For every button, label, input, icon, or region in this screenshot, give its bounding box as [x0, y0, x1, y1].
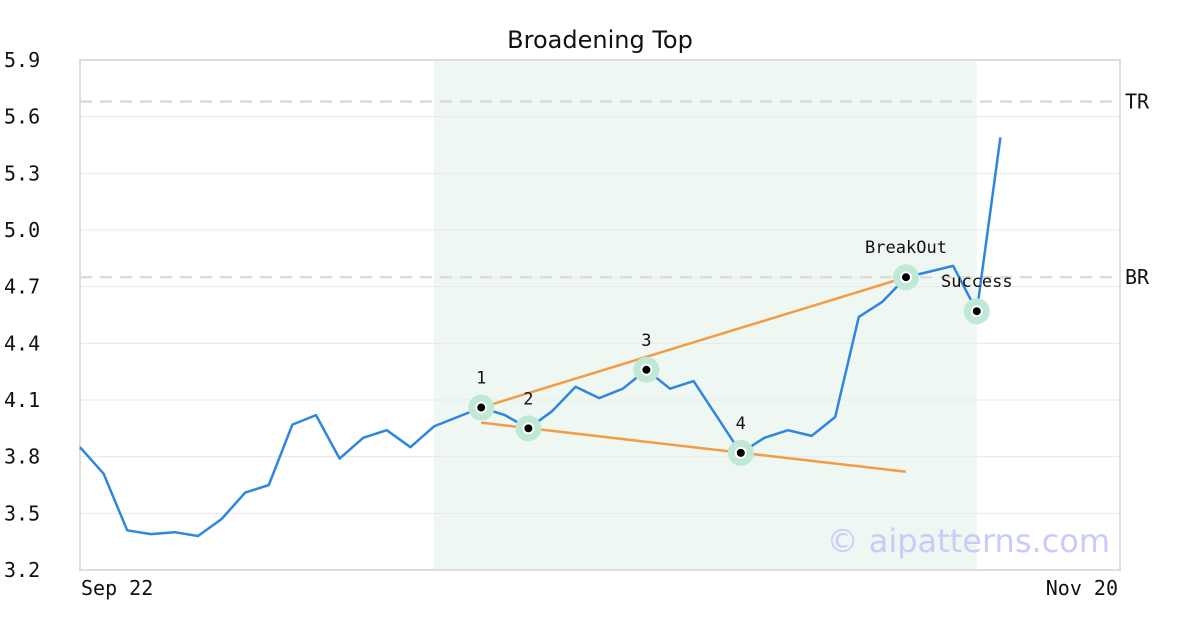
pattern-point [900, 271, 912, 284]
chart-title: Broadening Top [507, 26, 693, 54]
y-tick-label: 5.9 [4, 48, 40, 72]
plot-frame [79, 59, 1121, 571]
x-tick-label: Sep 22 [81, 576, 153, 600]
y-tick-label: 4.4 [4, 331, 40, 355]
pattern-point [475, 401, 488, 414]
trendline [480, 276, 907, 409]
y-tick-label: 5.3 [4, 161, 40, 185]
y-tick-label: 3.2 [4, 558, 40, 582]
y-tick-label: 5.0 [4, 218, 40, 242]
trendlines [480, 276, 907, 474]
pattern-point-label: 1 [476, 369, 486, 389]
pattern-point [970, 305, 983, 318]
pattern-point [734, 446, 747, 459]
x-tick-label: Nov 20 [1046, 576, 1118, 600]
y-tick-label: 3.5 [4, 501, 40, 525]
y-tick-label: 4.7 [4, 275, 40, 299]
level-label: BR [1125, 265, 1150, 289]
x-axis-ticks: Sep 22 Nov 20 [81, 576, 1118, 600]
level-label: TR [1125, 90, 1150, 114]
annotations: 1 2 3 4 BreakOut Success [468, 238, 1013, 466]
highlight-region [434, 60, 977, 570]
y-tick-label: 3.8 [4, 445, 40, 469]
pattern-point [522, 422, 535, 435]
levels: TR BR [80, 90, 1150, 289]
pattern-point [640, 363, 653, 376]
pattern-point-label: 4 [736, 414, 746, 434]
trendline [481, 421, 907, 474]
pattern-point-label: BreakOut [865, 238, 947, 258]
pattern-point-label: Success [941, 272, 1013, 292]
watermark: © aipatterns.com [827, 522, 1110, 560]
pattern-point-label: 2 [523, 389, 533, 409]
y-axis-ticks: 3.2 3.5 3.8 4.1 4.4 4.7 5.0 5.3 5.6 5.9 [4, 48, 40, 582]
y-tick-label: 5.6 [4, 105, 40, 129]
price-line [79, 137, 1002, 538]
y-tick-label: 4.1 [4, 388, 40, 412]
pattern-point-label: 3 [641, 331, 651, 351]
